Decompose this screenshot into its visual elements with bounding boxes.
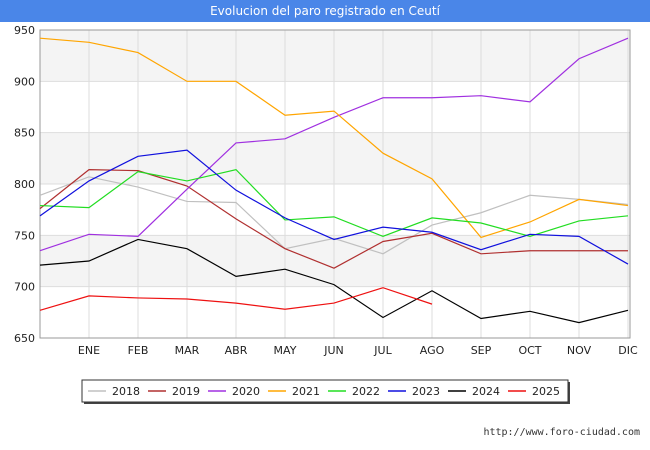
chart-title: Evolucion del paro registrado en Ceutí bbox=[210, 4, 440, 18]
y-tick-label: 850 bbox=[14, 127, 35, 140]
x-tick-label: MAY bbox=[274, 344, 297, 357]
y-tick-label: 750 bbox=[14, 229, 35, 242]
series-line-2025 bbox=[39, 287, 433, 311]
x-tick-label: DIC bbox=[618, 344, 638, 357]
legend-box bbox=[81, 379, 569, 403]
grid-bands bbox=[40, 30, 630, 287]
legend-label-2021: 2021 bbox=[292, 385, 320, 398]
legend-label-2025: 2025 bbox=[532, 385, 560, 398]
x-tick-label: FEB bbox=[128, 344, 149, 357]
series-line-2022 bbox=[39, 168, 629, 238]
grid-band bbox=[40, 30, 630, 82]
series-line-2021 bbox=[39, 37, 629, 239]
x-tick-label: JUL bbox=[373, 344, 392, 357]
x-tick-label: JUN bbox=[323, 344, 344, 357]
x-tick-label: ABR bbox=[225, 344, 248, 357]
y-axis-ticks: 650 700 750 800 850 900 950 bbox=[14, 24, 35, 345]
x-tick-label: AGO bbox=[420, 344, 445, 357]
legend: 2018 2019 2020 2021 2022 2023 2024 2025 bbox=[81, 379, 570, 404]
x-axis-ticks: ENE FEB MAR ABR MAY JUN JUL AGO SEP OCT NOV DIC bbox=[78, 344, 638, 357]
chart-title-bar: Evolucion del paro registrado en Ceutí bbox=[0, 0, 650, 22]
legend-label-2019: 2019 bbox=[172, 385, 200, 398]
x-tick-label: NOV bbox=[567, 344, 592, 357]
y-tick-label: 700 bbox=[14, 281, 35, 294]
x-tick-label: MAR bbox=[175, 344, 200, 357]
series-lines bbox=[39, 37, 629, 324]
y-tick-label: 650 bbox=[14, 332, 35, 345]
legend-label-2022: 2022 bbox=[352, 385, 380, 398]
x-tick-label: ENE bbox=[78, 344, 100, 357]
series-line-2018 bbox=[39, 176, 629, 255]
series-line-2024 bbox=[39, 238, 629, 324]
grid-band bbox=[40, 132, 630, 184]
series-line-2020 bbox=[39, 37, 629, 252]
source-url: http://www.foro-ciudad.com bbox=[483, 427, 640, 438]
legend-label-2024: 2024 bbox=[472, 385, 500, 398]
x-tick-label: OCT bbox=[518, 344, 541, 357]
legend-label-2018: 2018 bbox=[112, 385, 140, 398]
x-tick-label: SEP bbox=[471, 344, 492, 357]
y-tick-label: 950 bbox=[14, 24, 35, 37]
y-tick-label: 900 bbox=[14, 75, 35, 88]
legend-label-2020: 2020 bbox=[232, 385, 260, 398]
legend-label-2023: 2023 bbox=[412, 385, 440, 398]
plot-frame bbox=[39, 29, 631, 339]
y-tick-label: 800 bbox=[14, 178, 35, 191]
series-line-2019 bbox=[39, 169, 628, 269]
series-line-2023 bbox=[39, 149, 629, 265]
